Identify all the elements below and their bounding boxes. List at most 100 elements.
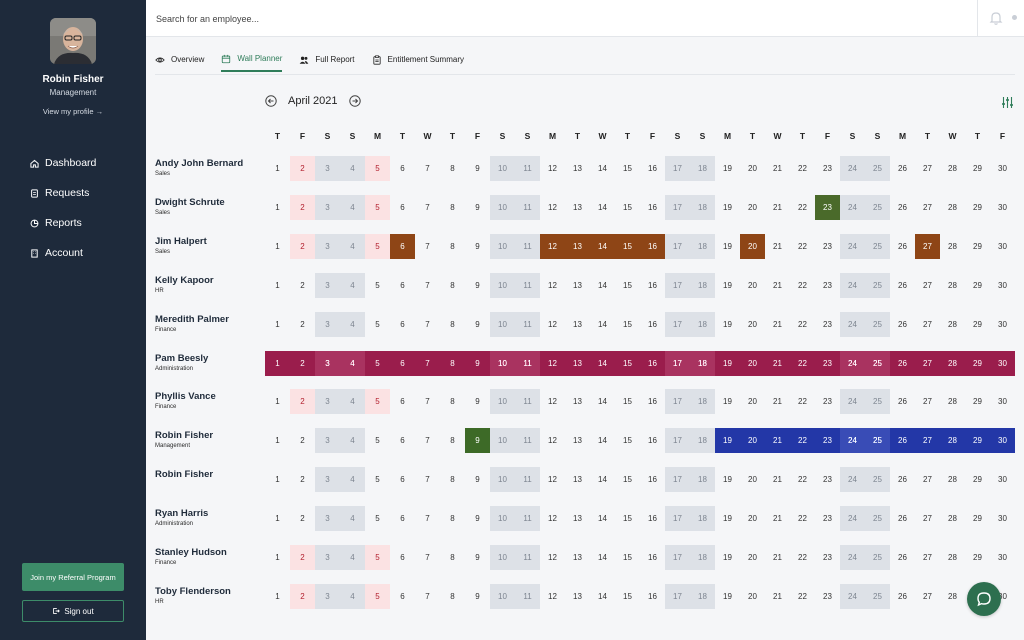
absence-cell[interactable]: 29: [965, 351, 990, 376]
day-cell[interactable]: 16: [648, 320, 657, 329]
day-cell[interactable]: 1: [275, 242, 280, 251]
day-cell[interactable]: 19: [723, 320, 732, 329]
absence-cell[interactable]: 22: [790, 428, 815, 453]
employee-name[interactable]: Phyllis Vance: [155, 391, 216, 402]
day-cell[interactable]: 20: [748, 164, 757, 173]
day-cell[interactable]: 25: [865, 273, 890, 298]
day-cell[interactable]: 20: [748, 281, 757, 290]
day-cell[interactable]: 20: [748, 514, 757, 523]
day-cell[interactable]: 8: [450, 203, 455, 212]
day-cell[interactable]: 25: [865, 312, 890, 337]
day-cell[interactable]: 13: [573, 436, 582, 445]
day-cell[interactable]: 10: [490, 545, 515, 570]
tab-full-report[interactable]: Full Report: [299, 49, 355, 72]
day-cell[interactable]: 2: [290, 234, 315, 259]
chat-button[interactable]: [967, 582, 1001, 616]
day-cell[interactable]: 14: [598, 514, 607, 523]
day-cell[interactable]: 10: [490, 312, 515, 337]
day-cell[interactable]: 11: [515, 467, 540, 492]
day-cell[interactable]: 29: [973, 397, 982, 406]
day-cell[interactable]: 15: [623, 436, 632, 445]
absence-cell[interactable]: 15: [615, 351, 640, 376]
day-cell[interactable]: 18: [690, 545, 715, 570]
day-cell[interactable]: 19: [723, 553, 732, 562]
day-cell[interactable]: 3: [315, 234, 340, 259]
day-cell[interactable]: 9: [475, 164, 480, 173]
day-cell[interactable]: 23: [823, 553, 832, 562]
day-cell[interactable]: 28: [948, 514, 957, 523]
day-cell[interactable]: 8: [450, 553, 455, 562]
day-cell[interactable]: 19: [723, 164, 732, 173]
day-cell[interactable]: 9: [475, 203, 480, 212]
absence-cell[interactable]: 22: [790, 351, 815, 376]
day-cell[interactable]: 24: [840, 545, 865, 570]
day-cell[interactable]: 19: [723, 397, 732, 406]
day-cell[interactable]: 24: [840, 273, 865, 298]
day-cell[interactable]: 26: [898, 320, 907, 329]
day-cell[interactable]: 12: [548, 203, 557, 212]
day-cell[interactable]: 21: [773, 203, 782, 212]
absence-cell[interactable]: 30: [990, 351, 1015, 376]
absence-cell[interactable]: 20: [740, 234, 765, 259]
day-cell[interactable]: 1: [275, 397, 280, 406]
day-cell[interactable]: 5: [365, 545, 390, 570]
day-cell[interactable]: 17: [665, 273, 690, 298]
day-cell[interactable]: 12: [548, 514, 557, 523]
day-cell[interactable]: 17: [665, 428, 690, 453]
day-cell[interactable]: 14: [598, 592, 607, 601]
day-cell[interactable]: 16: [648, 475, 657, 484]
absence-cell[interactable]: 17: [665, 351, 690, 376]
day-cell[interactable]: 1: [275, 203, 280, 212]
day-cell[interactable]: 11: [515, 584, 540, 609]
day-cell[interactable]: 19: [723, 514, 732, 523]
day-cell[interactable]: 5: [375, 320, 380, 329]
day-cell[interactable]: 10: [490, 195, 515, 220]
day-cell[interactable]: 17: [665, 234, 690, 259]
day-cell[interactable]: 15: [623, 514, 632, 523]
absence-cell[interactable]: 2: [290, 351, 315, 376]
day-cell[interactable]: 27: [923, 281, 932, 290]
day-cell[interactable]: 10: [490, 234, 515, 259]
absence-cell[interactable]: 19: [715, 351, 740, 376]
absence-cell[interactable]: 20: [740, 428, 765, 453]
employee-name[interactable]: Andy John Bernard: [155, 158, 244, 169]
day-cell[interactable]: 12: [548, 592, 557, 601]
day-cell[interactable]: 5: [375, 475, 380, 484]
day-cell[interactable]: 6: [400, 475, 405, 484]
day-cell[interactable]: 8: [450, 475, 455, 484]
day-cell[interactable]: 3: [315, 273, 340, 298]
day-cell[interactable]: 15: [623, 592, 632, 601]
absence-cell[interactable]: 12: [540, 234, 565, 259]
day-cell[interactable]: 1: [275, 514, 280, 523]
day-cell[interactable]: 11: [515, 195, 540, 220]
day-cell[interactable]: 14: [598, 281, 607, 290]
day-cell[interactable]: 10: [490, 389, 515, 414]
day-cell[interactable]: 23: [823, 514, 832, 523]
day-cell[interactable]: 22: [798, 553, 807, 562]
day-cell[interactable]: 5: [365, 234, 390, 259]
absence-cell[interactable]: 14: [590, 351, 615, 376]
day-cell[interactable]: 11: [515, 428, 540, 453]
day-cell[interactable]: 5: [375, 436, 380, 445]
day-cell[interactable]: 30: [998, 514, 1007, 523]
day-cell[interactable]: 28: [948, 203, 957, 212]
day-cell[interactable]: 23: [823, 242, 832, 251]
day-cell[interactable]: 24: [840, 389, 865, 414]
day-cell[interactable]: 3: [315, 584, 340, 609]
day-cell[interactable]: 8: [450, 514, 455, 523]
absence-cell[interactable]: 25: [865, 428, 890, 453]
day-cell[interactable]: 5: [375, 514, 380, 523]
day-cell[interactable]: 15: [623, 320, 632, 329]
day-cell[interactable]: 28: [948, 281, 957, 290]
day-cell[interactable]: 13: [573, 203, 582, 212]
day-cell[interactable]: 10: [490, 428, 515, 453]
day-cell[interactable]: 3: [315, 312, 340, 337]
day-cell[interactable]: 27: [923, 514, 932, 523]
day-cell[interactable]: 19: [723, 242, 732, 251]
day-cell[interactable]: 23: [823, 320, 832, 329]
day-cell[interactable]: 25: [865, 545, 890, 570]
sign-out-button[interactable]: Sign out: [22, 600, 124, 622]
day-cell[interactable]: 20: [748, 203, 757, 212]
day-cell[interactable]: 15: [623, 397, 632, 406]
day-cell[interactable]: 18: [690, 312, 715, 337]
